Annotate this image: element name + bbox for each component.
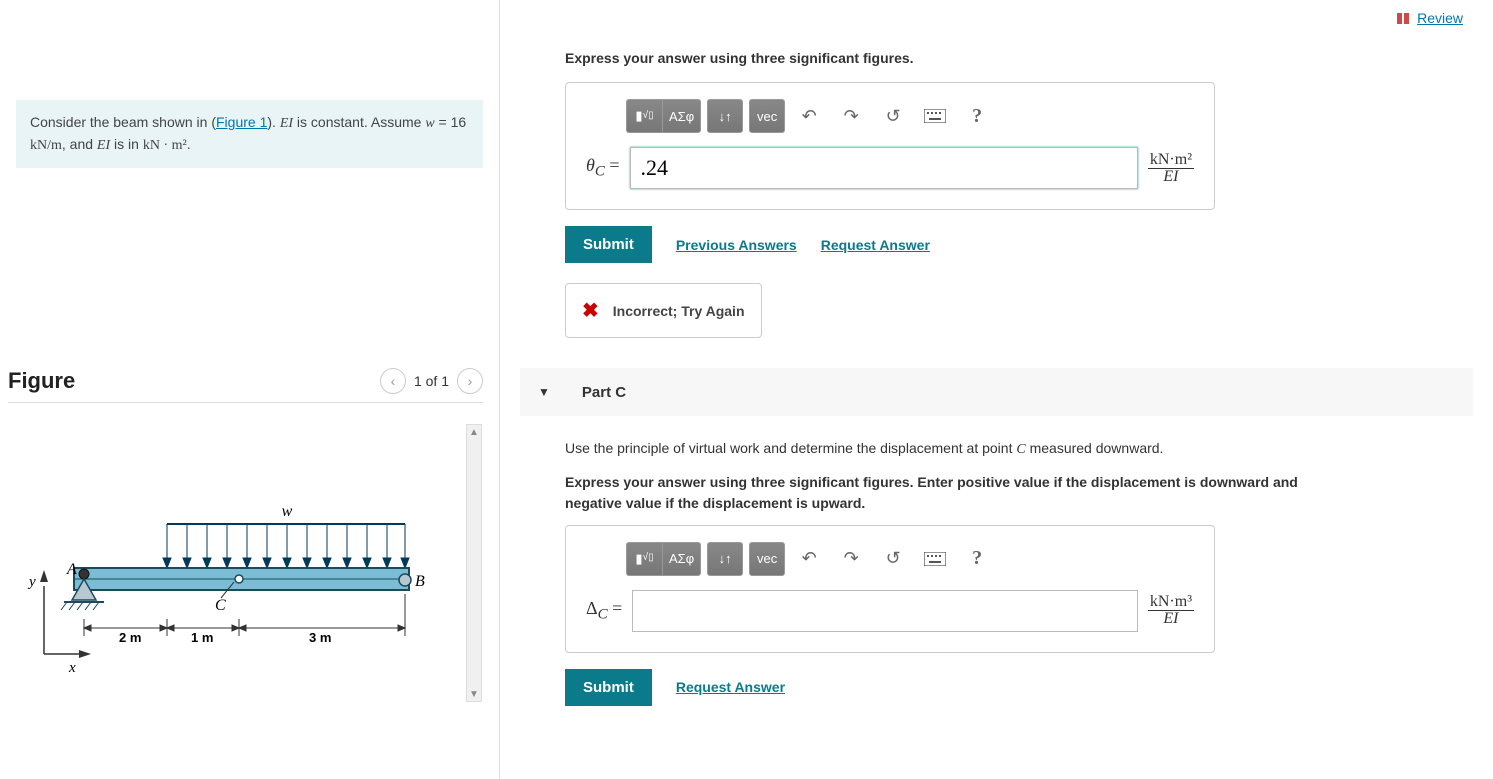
partc-instruction: Express your answer using three signific… xyxy=(565,472,1345,513)
label-x: x xyxy=(68,660,76,676)
vector-button[interactable]: vec xyxy=(749,99,785,133)
figure-viewport: w A B C y xyxy=(8,423,483,703)
w-unit: kN/m xyxy=(30,138,62,153)
partc-title: Part C xyxy=(582,384,626,401)
problem-in: is in xyxy=(110,136,143,152)
figure-nav: ‹ 1 of 1 › xyxy=(380,368,483,394)
figure-link[interactable]: Figure 1 xyxy=(216,114,267,130)
template-button[interactable]: ▮√▯ xyxy=(626,99,662,133)
scroll-down-icon[interactable]: ▼ xyxy=(467,687,481,701)
label-A: A xyxy=(66,561,77,578)
figure-counter: 1 of 1 xyxy=(414,373,449,389)
dim-1: 2 m xyxy=(119,630,141,645)
label-B: B xyxy=(415,573,425,590)
ei-var: EI xyxy=(280,116,293,131)
partb-instruction: Express your answer using three signific… xyxy=(565,50,1473,66)
theta-c-label: θC = xyxy=(586,155,620,181)
feedback-box: ✖ Incorrect; Try Again xyxy=(565,283,762,338)
feedback-text: Incorrect; Try Again xyxy=(613,303,745,319)
subscript-button[interactable]: ↓↑ xyxy=(707,542,743,576)
keyboard-button[interactable] xyxy=(917,542,953,576)
keyboard-button[interactable] xyxy=(917,99,953,133)
submit-button-c[interactable]: Submit xyxy=(565,669,652,706)
partc-actions: Submit Request Answer xyxy=(565,669,1473,706)
partc-header[interactable]: ▼ Part C xyxy=(520,368,1473,416)
request-answer-link-c[interactable]: Request Answer xyxy=(676,679,785,695)
right-panel: Review Express your answer using three s… xyxy=(500,0,1493,779)
left-panel: Consider the beam shown in (Figure 1). E… xyxy=(0,0,500,779)
answer-row: θC = kN·m² EI xyxy=(566,139,1214,209)
redo-button[interactable]: ↷ xyxy=(833,99,869,133)
equation-toolbar-c: ▮√▯ ΑΣφ ↓↑ vec ↶ ↷ ↺ ? xyxy=(566,526,1214,582)
figure-header: Figure ‹ 1 of 1 › xyxy=(8,368,483,394)
answer-row-c: ΔC = kN·m³ EI xyxy=(566,582,1214,652)
problem-text: Consider the beam shown in ( xyxy=(30,114,216,130)
beam-diagram: w A B C y xyxy=(9,424,439,684)
partc-description: Use the principle of virtual work and de… xyxy=(565,438,1345,460)
problem-and: , and xyxy=(62,136,97,152)
app-container: Consider the beam shown in (Figure 1). E… xyxy=(0,0,1493,779)
ei-var-2: EI xyxy=(97,138,110,153)
partc-answer-box: ▮√▯ ΑΣφ ↓↑ vec ↶ ↷ ↺ ? ΔC = kN·m³ EI xyxy=(565,525,1215,653)
delta-c-label: ΔC = xyxy=(586,598,622,624)
subscript-button[interactable]: ↓↑ xyxy=(707,99,743,133)
review-link[interactable]: Review xyxy=(1397,10,1463,26)
figure-prev-button[interactable]: ‹ xyxy=(380,368,406,394)
incorrect-icon: ✖ xyxy=(582,298,599,323)
equation-toolbar: ▮√▯ ΑΣφ ↓↑ vec ↶ ↷ ↺ ? xyxy=(566,83,1214,139)
partc-body: Use the principle of virtual work and de… xyxy=(565,438,1345,513)
figure-scrollbar[interactable]: ▲ ▼ xyxy=(466,424,482,702)
theta-c-input[interactable] xyxy=(630,147,1138,189)
problem-period: . xyxy=(187,136,191,152)
reset-button[interactable]: ↺ xyxy=(875,99,911,133)
redo-button[interactable]: ↷ xyxy=(833,542,869,576)
review-label: Review xyxy=(1417,10,1463,26)
vector-button[interactable]: vec xyxy=(749,542,785,576)
figure-title: Figure xyxy=(8,368,75,394)
submit-button[interactable]: Submit xyxy=(565,226,652,263)
review-icon xyxy=(1397,13,1411,24)
delta-c-input[interactable] xyxy=(632,590,1138,632)
theta-c-units: kN·m² EI xyxy=(1148,152,1194,185)
reset-button[interactable]: ↺ xyxy=(875,542,911,576)
problem-text-2: ). xyxy=(267,114,279,130)
scroll-up-icon[interactable]: ▲ xyxy=(467,425,481,439)
help-button[interactable]: ? xyxy=(959,542,995,576)
problem-statement: Consider the beam shown in (Figure 1). E… xyxy=(16,100,483,168)
greek-button[interactable]: ΑΣφ xyxy=(662,99,701,133)
dim-2: 1 m xyxy=(191,630,213,645)
ei-unit: kN · m² xyxy=(143,138,187,153)
delta-c-units: kN·m³ EI xyxy=(1148,594,1194,627)
request-answer-link[interactable]: Request Answer xyxy=(821,237,930,253)
problem-eq: = 16 xyxy=(435,114,467,130)
previous-answers-link[interactable]: Previous Answers xyxy=(676,237,797,253)
help-button[interactable]: ? xyxy=(959,99,995,133)
partb-answer-box: ▮√▯ ΑΣφ ↓↑ vec ↶ ↷ ↺ ? θC = kN·m² EI xyxy=(565,82,1215,210)
label-y: y xyxy=(27,574,36,590)
undo-button[interactable]: ↶ xyxy=(791,99,827,133)
template-button[interactable]: ▮√▯ xyxy=(626,542,662,576)
dim-3: 3 m xyxy=(309,630,331,645)
figure-next-button[interactable]: › xyxy=(457,368,483,394)
load-label: w xyxy=(282,503,293,520)
undo-button[interactable]: ↶ xyxy=(791,542,827,576)
problem-text-3: is constant. Assume xyxy=(293,114,425,130)
w-var: w xyxy=(425,116,434,131)
figure-divider xyxy=(8,402,483,403)
greek-button[interactable]: ΑΣφ xyxy=(662,542,701,576)
partb-actions: Submit Previous Answers Request Answer xyxy=(565,226,1473,263)
label-C: C xyxy=(215,597,226,614)
collapse-icon: ▼ xyxy=(538,385,550,399)
